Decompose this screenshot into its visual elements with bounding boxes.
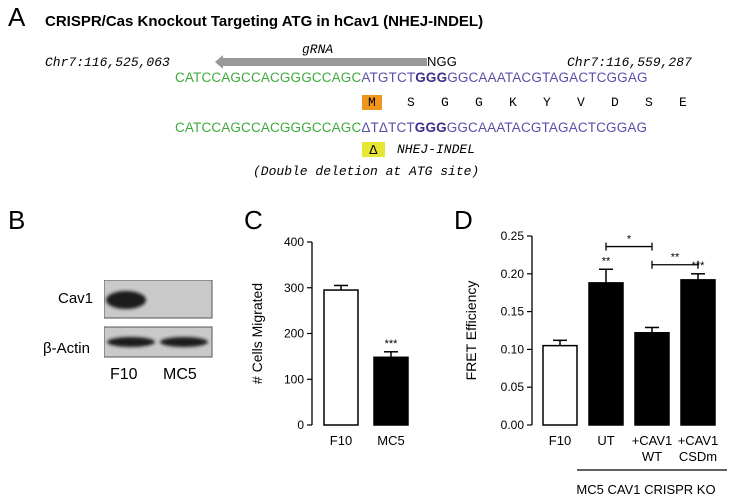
c-y-tick-label: 100	[284, 372, 304, 386]
d-x-tick-label: +CAV1	[632, 433, 673, 448]
c-significance: ***	[385, 338, 399, 350]
d-y-tick-label: 0.05	[501, 380, 525, 394]
d-y-tick-label: 0.00	[501, 418, 525, 432]
d-y-axis-label: FRET Efficiency	[463, 281, 479, 381]
deletion-row: Δ	[362, 141, 385, 159]
d-x-tick-label: UT	[597, 433, 614, 448]
seq2-purple-b: GGCAAATACGTAGACTCGGAG	[446, 120, 648, 135]
seq1-purple-a: ATGTCT	[361, 70, 416, 85]
c-bar	[323, 289, 359, 426]
c-x-tick-label: F10	[330, 433, 352, 448]
c-y-axis-label: # Cells Migrated	[249, 283, 265, 384]
aa-residue: G	[475, 95, 483, 110]
wildtype-sequence: CATCCAGCCACGGGCCAGCATGTCTGGGGGCAAATACGTA…	[175, 70, 648, 85]
c-y-tick-label: 300	[284, 281, 304, 295]
aa-residue: D	[611, 95, 619, 110]
d-y-tick-label: 0.25	[501, 229, 525, 243]
d-x-tick-label: WT	[642, 449, 662, 464]
mutant-sequence: CATCCAGCCACGGGCCAGCΔTΔTCTGGGGGCAAATACGTA…	[175, 120, 647, 135]
d-y-tick-label: 0.10	[501, 342, 525, 356]
blot-label-actin: β-Actin	[43, 340, 90, 357]
panel-c-letter: C	[244, 205, 263, 235]
aa-residue: E	[679, 95, 687, 110]
d-bar	[542, 344, 578, 426]
panel-b-letter: B	[8, 205, 26, 235]
d-bar	[634, 332, 670, 426]
chart-c-migration: 0 100 200 300 400 # Cells Migrated F10 MC5 ***	[249, 235, 409, 448]
ngg-label: NGG	[427, 54, 458, 69]
start-codon-box: M	[362, 95, 382, 110]
seq1-green: CATCCAGCCACGGGCCAGC	[175, 70, 362, 85]
seq2-green: CATCCAGCCACGGGCCAGC	[175, 120, 362, 135]
deletion-note: (Double deletion at ATG site)	[253, 164, 480, 179]
d-x-tick-label: F10	[549, 433, 571, 448]
aa-residue: S	[645, 95, 653, 110]
grna-label: gRNA	[302, 42, 334, 57]
d-y-tick-label: 0.15	[501, 305, 525, 319]
d-x-tick-label: +CAV1	[678, 433, 719, 448]
coord-right: Chr7:116,559,287	[567, 55, 692, 70]
seq2-pam: GGG	[414, 120, 447, 135]
grna-arrow	[215, 55, 427, 69]
d-x-tick-label: CSDm	[679, 449, 717, 464]
coord-left: Chr7:116,525,063	[45, 55, 170, 70]
c-x-tick-label: MC5	[377, 433, 404, 448]
cav1-band-f10	[106, 291, 146, 309]
blot-label-cav1: Cav1	[58, 290, 94, 307]
actin-band-f10	[107, 337, 155, 347]
d-bracket-label: **	[671, 252, 680, 264]
aa-residue: G	[441, 95, 449, 110]
d-y-tick-label: 0.20	[501, 267, 525, 281]
actin-band-mc5	[160, 337, 208, 347]
c-y-tick-label: 400	[284, 235, 304, 249]
amino-acid-row: M	[362, 93, 382, 113]
d-bracket-label: *	[627, 234, 632, 246]
panel-d-letter: D	[454, 205, 473, 235]
d-significance: **	[602, 255, 611, 267]
lane-label-mc5: MC5	[163, 366, 197, 383]
seq1-pam: GGG	[415, 70, 448, 85]
aa-residue: S	[407, 95, 415, 110]
c-y-tick-label: 0	[297, 418, 304, 432]
aa-residue: V	[577, 95, 585, 110]
indel-label: NHEJ-INDEL	[397, 142, 476, 157]
d-bar	[588, 282, 624, 426]
deletion-box: Δ	[362, 142, 385, 157]
d-bar	[680, 279, 716, 426]
c-y-tick-label: 200	[284, 327, 304, 341]
panel-a-title: CRISPR/Cas Knockout Targeting ATG in hCa…	[45, 13, 484, 30]
aa-residue: Y	[543, 95, 551, 110]
lane-label-f10: F10	[110, 366, 138, 383]
d-group-label: MC5 CAV1 CRISPR KO	[576, 482, 715, 497]
western-blot	[104, 280, 213, 358]
aa-residue: K	[509, 95, 517, 110]
panel-a-letter: A	[8, 2, 26, 32]
chart-d-fret: 0.00 0.05 0.10 0.15 0.20 0.25 FRET Efficiency F…	[463, 229, 727, 497]
seq2-purple-a: ΔTΔTCT	[361, 120, 415, 135]
c-bar	[373, 356, 409, 426]
seq1-purple-b: GGCAAATACGTAGACTCGGAG	[447, 70, 648, 85]
